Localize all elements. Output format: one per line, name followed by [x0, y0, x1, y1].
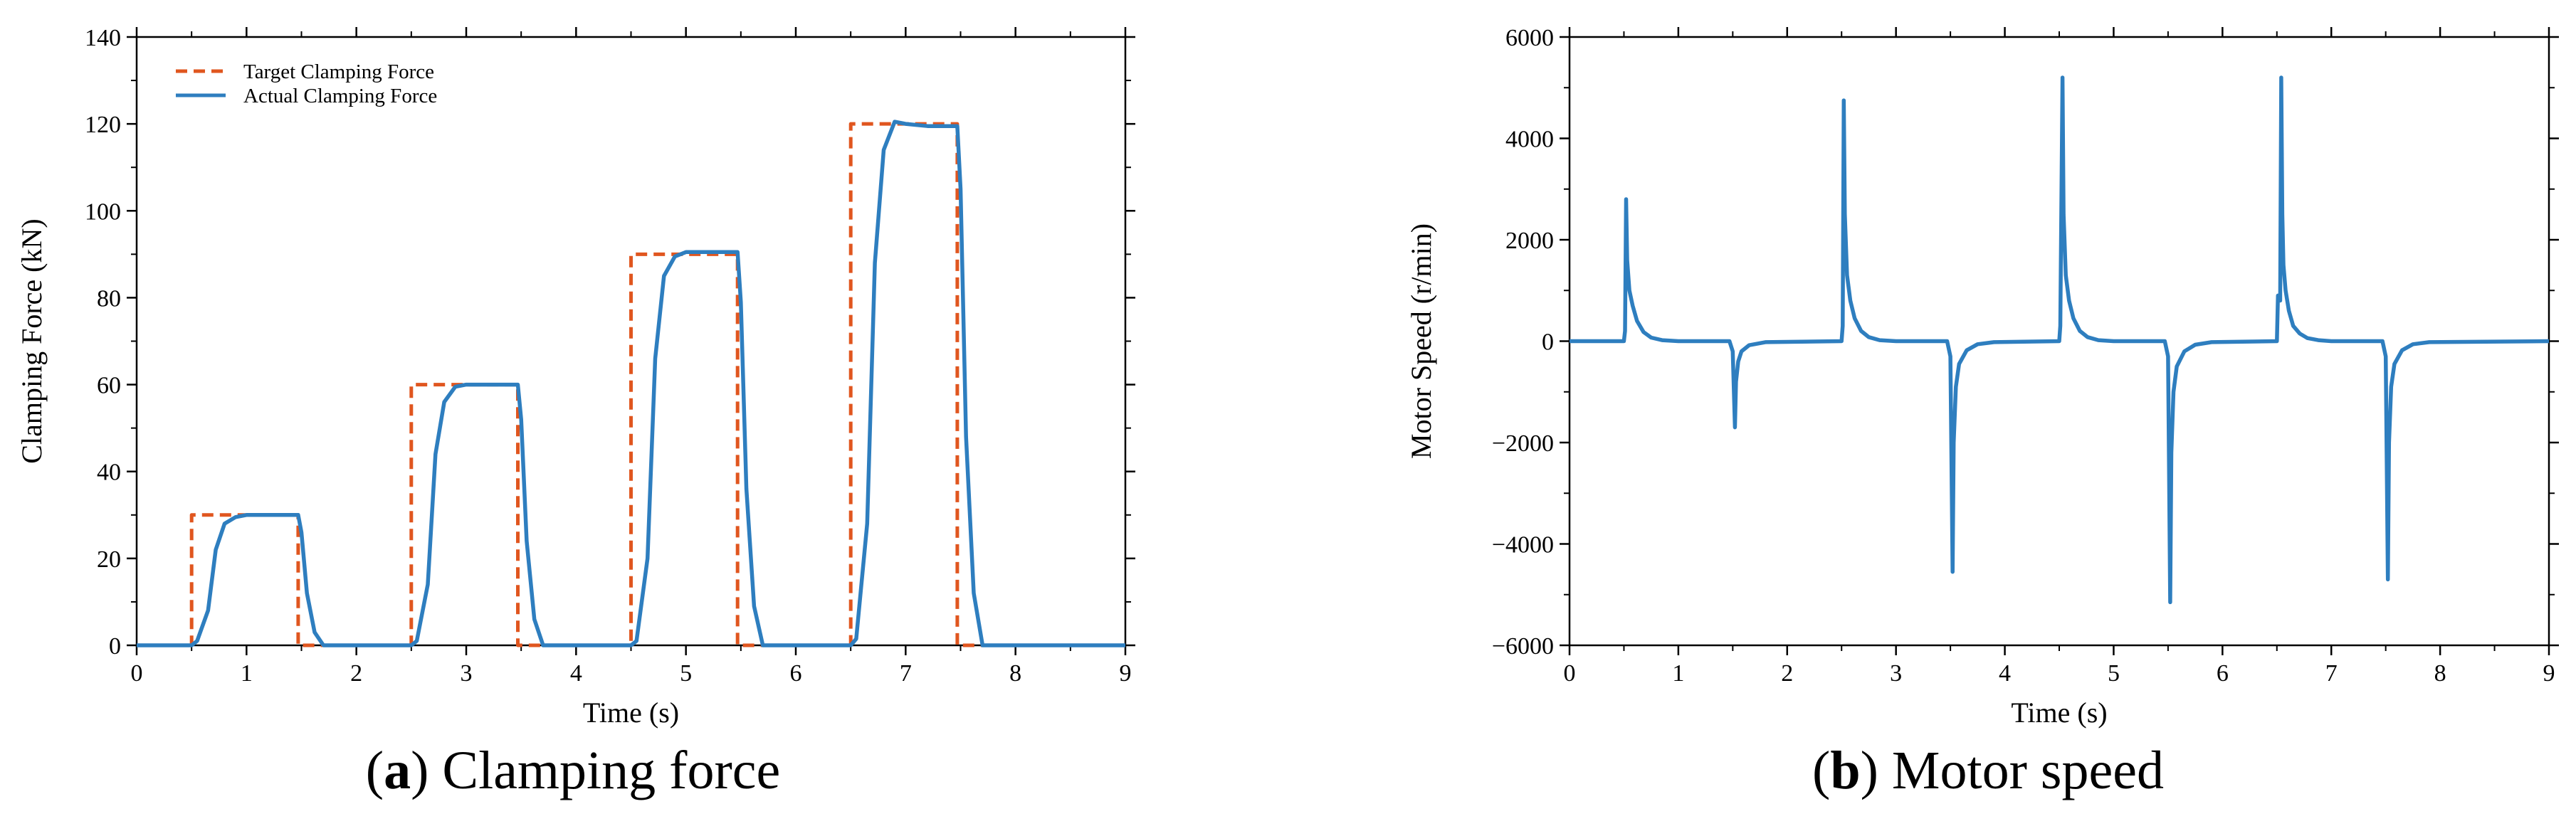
caption-a: (a) Clamping force — [365, 741, 781, 800]
chart-b-y-tick-label: −2000 — [1492, 430, 1554, 457]
caption-b: (b) Motor speed — [1812, 741, 2164, 800]
chart-b-y-tick-label: −4000 — [1492, 532, 1554, 559]
chart-a-x-tick-label: 8 — [1009, 660, 1021, 687]
chart-a-x-tick-label: 1 — [241, 660, 253, 687]
chart-a-y-tick-label: 40 — [97, 460, 121, 486]
chart-a-x-tick-label: 3 — [461, 660, 473, 687]
chart-a-x-tick-label: 5 — [680, 660, 692, 687]
chart-b-x-tick-label: 4 — [1999, 660, 2011, 687]
chart-a-y-tick-label: 100 — [85, 199, 121, 225]
chart-a-x-tick-label: 0 — [131, 660, 143, 687]
chart-a-y-tick-label: 0 — [109, 633, 121, 660]
chart-a-y-tick-label: 80 — [97, 285, 121, 312]
chart-b-x-tick-label: 0 — [1564, 660, 1576, 687]
chart-a-x-axis-label: Time (s) — [583, 697, 679, 729]
chart-b-x-tick-label: 5 — [2108, 660, 2120, 687]
chart-a-y-axis-label: Clamping Force (kN) — [16, 218, 48, 463]
chart-b-y-tick-label: 0 — [1542, 329, 1554, 356]
motor-speed-chart: 0 1 2 3 4 5 6 7 8 9 −6000 −4000 −2000 0 2000 4000 6000 Ti… — [1405, 25, 2559, 729]
chart-a-plot-frame — [135, 36, 1127, 647]
chart-b-x-tick-label: 1 — [1672, 660, 1684, 687]
chart-a-y-tick-label: 120 — [85, 112, 121, 138]
chart-a-x-tick-label: 6 — [790, 660, 802, 687]
caption-a-text: Clamping force — [442, 741, 781, 800]
chart-b-y-tick-label: −6000 — [1492, 633, 1554, 660]
caption-a-letter: a — [384, 741, 411, 800]
chart-b-x-axis-label: Time (s) — [2011, 697, 2107, 729]
chart-b-x-tick-label: 7 — [2325, 660, 2338, 687]
chart-b-x-tick-label: 3 — [1890, 660, 1902, 687]
chart-b-x-tick-label: 9 — [2543, 660, 2555, 687]
chart-a-x-tick-label: 9 — [1120, 660, 1132, 687]
chart-a-legend-label: Actual Clamping Force — [243, 85, 437, 107]
chart-b-x-tick-label: 8 — [2434, 660, 2446, 687]
chart-a-x-tick-label: 2 — [350, 660, 362, 687]
chart-b-x-tick-label: 2 — [1781, 660, 1793, 687]
chart-b-series-0 — [1570, 75, 2549, 605]
chart-a-x-tick-label: 7 — [900, 660, 912, 687]
chart-b-y-tick-label: 2000 — [1505, 228, 1554, 254]
chart-a-y-tick-label: 140 — [85, 25, 121, 51]
caption-b-text: Motor speed — [1891, 741, 2164, 800]
chart-b-y-axis-label: Motor Speed (r/min) — [1405, 223, 1437, 459]
chart-b-x-tick-label: 6 — [2217, 660, 2229, 687]
chart-a-series-target-clamping-force — [137, 122, 1125, 647]
chart-b-y-tick-label: 4000 — [1505, 127, 1554, 153]
chart-a-y-tick-label: 60 — [97, 373, 121, 399]
chart-a-legend-label: Target Clamping Force — [243, 60, 434, 83]
chart-a-series-actual-clamping-force — [137, 120, 1125, 647]
clamping-force-chart: 0 1 2 3 4 5 6 7 8 9 0 20 40 60 80 100 120 140 Time (s) Clam… — [16, 25, 1135, 729]
chart-a-x-tick-label: 4 — [570, 660, 582, 687]
caption-b-letter: b — [1830, 741, 1861, 800]
chart-b-y-tick-label: 6000 — [1505, 25, 1554, 51]
chart-a-y-tick-label: 20 — [97, 546, 121, 573]
